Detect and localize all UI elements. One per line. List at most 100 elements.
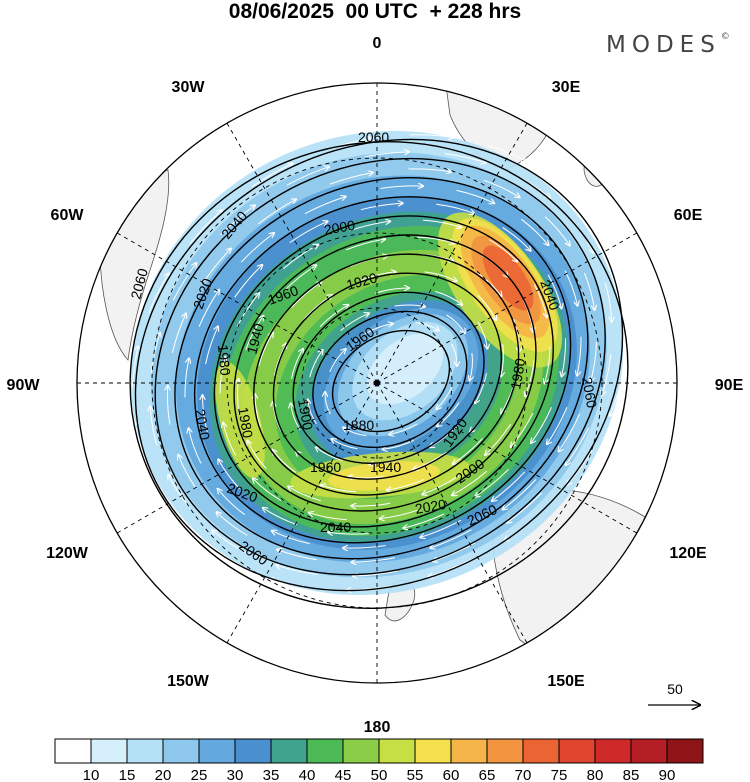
streamline-arrow <box>150 333 160 374</box>
streamline-arrow <box>566 427 590 465</box>
colorbar-tick-label: 40 <box>299 767 316 782</box>
streamline-arrow <box>428 559 472 577</box>
colorbar-swatch <box>378 738 416 764</box>
streamline-arrow <box>380 186 424 189</box>
streamline-arrow <box>488 239 517 262</box>
colorbar-swatch <box>486 738 524 764</box>
streamline-arrow <box>273 450 297 473</box>
streamline-arrow <box>374 288 409 294</box>
height-contour <box>174 176 589 560</box>
streamline-arrow <box>291 282 322 308</box>
streamline-arrow <box>205 326 218 365</box>
streamline-arrow <box>477 321 488 349</box>
streamline-arrow <box>251 164 293 188</box>
streamline-arrow <box>263 508 297 526</box>
height-contour <box>213 215 554 528</box>
streamline-arrow <box>273 344 286 376</box>
contour-label: 1900 <box>295 398 316 432</box>
streamline-arrow <box>168 475 190 508</box>
colorbar-tick-label: 30 <box>227 767 244 782</box>
meridian-line <box>376 382 638 534</box>
streamline-arrow <box>283 265 316 292</box>
height-contour <box>312 310 468 449</box>
streamline-arrow <box>346 239 385 251</box>
contour-label: 2040 <box>320 519 351 535</box>
streamline-arrow <box>422 475 460 495</box>
height-contour <box>233 234 537 512</box>
streamline-arrow <box>403 513 445 528</box>
streamline-arrow <box>328 532 370 534</box>
colorbar-tick-label: 10 <box>83 767 100 782</box>
meridian-line <box>226 122 378 384</box>
contour-label: 2060 <box>358 129 389 145</box>
latitude-circle <box>226 232 528 534</box>
streamline-arrow <box>198 290 219 327</box>
streamline-arrow <box>351 503 391 506</box>
streamline-arrow <box>492 471 526 501</box>
map-title: 08/06/2025 00 UTC + 228 hrs <box>228 0 522 23</box>
contour-label: 1980 <box>215 344 234 377</box>
streamline-arrow <box>359 272 396 282</box>
streamline-arrow <box>389 423 418 435</box>
height-contour <box>193 196 572 544</box>
colorbar-tick-label: 25 <box>191 767 208 782</box>
height-contour <box>253 253 520 496</box>
streamline-arrow <box>282 245 318 270</box>
streamline-arrow <box>167 386 169 425</box>
streamline-arrow <box>452 470 488 495</box>
streamline-arrow <box>329 173 373 185</box>
colorbar-swatch <box>522 738 560 764</box>
colorbar-swatch <box>666 738 704 764</box>
streamline-arrow <box>148 273 169 313</box>
meridian-line <box>226 382 378 644</box>
streamline-arrow <box>604 282 612 322</box>
streamline-arrow <box>417 236 454 243</box>
streamline-arrow <box>289 221 328 244</box>
streamline-arrow <box>547 407 568 444</box>
contour-label: 2040 <box>192 408 213 442</box>
colorbar-tick-label: 90 <box>659 767 676 782</box>
streamline-arrow <box>577 336 582 376</box>
height-contour <box>154 157 606 576</box>
streamline-arrow <box>203 395 208 432</box>
contour-label: 1960 <box>310 459 341 475</box>
streamline-arrow <box>380 508 421 518</box>
height-contour <box>272 272 502 480</box>
contour-label: 1940 <box>243 321 267 355</box>
south-pole-marker <box>374 380 380 386</box>
height-contour <box>331 329 451 433</box>
contour-label: 1980 <box>507 357 528 391</box>
streamline-arrow <box>602 354 612 396</box>
brand-name: MODES <box>606 32 721 58</box>
lon-label-90e: 90E <box>715 377 744 394</box>
streamline-arrow <box>591 341 597 382</box>
streamline-arrow <box>364 152 409 158</box>
streamline-arrow <box>583 272 594 310</box>
streamline-arrow <box>343 427 367 437</box>
streamline-arrow <box>451 343 457 366</box>
streamline-arrow <box>240 233 274 263</box>
streamline-arrow <box>219 357 225 394</box>
streamline-arrow <box>277 550 317 561</box>
colorbar-swatch <box>306 738 344 764</box>
streamline-arrow <box>545 346 551 384</box>
meridian-line <box>116 382 378 534</box>
streamline-arrow <box>601 232 618 269</box>
streamline-arrow <box>223 423 237 456</box>
streamline-arrow <box>477 295 496 321</box>
lon-label-30w: 30W <box>172 79 206 96</box>
copyright-mark: © <box>720 32 730 42</box>
streamline-arrow <box>321 485 356 493</box>
streamline-arrow <box>475 373 487 403</box>
streamline-arrow <box>420 519 462 537</box>
lon-label-150e: 150E <box>547 673 585 690</box>
colorbar-swatch <box>234 738 272 764</box>
streamline-arrow <box>255 394 261 427</box>
streamline-arrow <box>408 169 452 172</box>
streamline-arrow <box>383 440 415 450</box>
colorbar-tick-label: 70 <box>515 767 532 782</box>
streamline-arrow <box>291 403 301 431</box>
streamline-arrow <box>547 274 561 309</box>
streamline-arrow <box>348 477 384 478</box>
streamline-arrow <box>559 413 580 451</box>
